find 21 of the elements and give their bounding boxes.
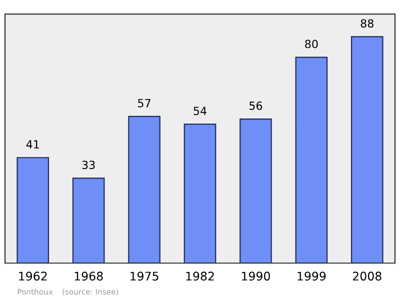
data-label: 80 bbox=[305, 40, 318, 48]
data-label: 33 bbox=[82, 160, 95, 170]
x-tick-label: 1982 bbox=[186, 272, 214, 281]
bar bbox=[350, 36, 384, 264]
bar bbox=[184, 124, 216, 264]
data-label: 54 bbox=[194, 106, 206, 116]
bar bbox=[295, 56, 328, 264]
data-label: 41 bbox=[26, 140, 39, 148]
bar bbox=[72, 178, 105, 264]
x-tick-label: 1975 bbox=[130, 272, 158, 281]
data-label: 88 bbox=[360, 19, 374, 28]
x-tick-label: 2008 bbox=[352, 272, 382, 281]
x-tick-label: 1999 bbox=[298, 272, 326, 281]
bar bbox=[16, 157, 50, 264]
x-tick-label: 1990 bbox=[242, 272, 270, 281]
bar bbox=[240, 118, 272, 264]
data-label: 56 bbox=[250, 102, 262, 110]
x-tick-label: 1968 bbox=[74, 272, 103, 281]
x-tick-label: 1962 bbox=[19, 272, 47, 281]
bar bbox=[128, 116, 160, 264]
data-label: 57 bbox=[138, 99, 150, 108]
